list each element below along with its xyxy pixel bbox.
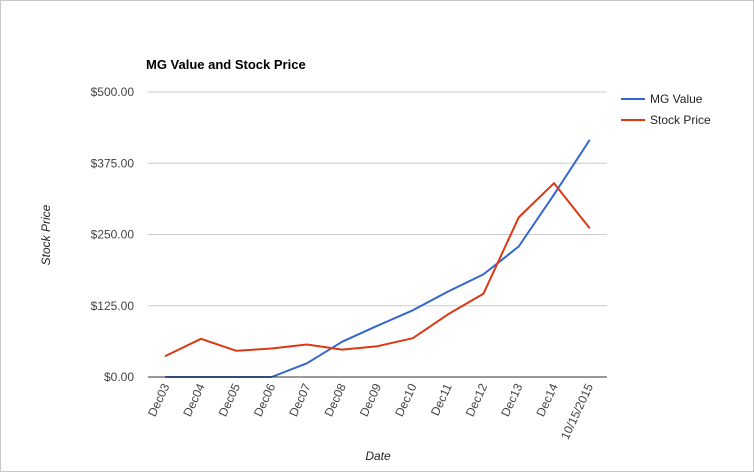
- y-tick-label: $125.00: [91, 299, 135, 313]
- y-tick-label: $250.00: [91, 228, 135, 242]
- x-axis-title: Date: [365, 449, 391, 463]
- y-tick-label: $500.00: [91, 85, 135, 99]
- y-tick-label: $0.00: [104, 370, 134, 384]
- y-axis-title: Stock Price: [39, 204, 53, 265]
- legend: MG Value Stock Price: [621, 92, 711, 127]
- y-tick-label: $375.00: [91, 156, 135, 170]
- chart-title: MG Value and Stock Price: [146, 57, 306, 72]
- legend-label: MG Value: [650, 92, 703, 106]
- legend-label: Stock Price: [650, 113, 711, 127]
- y-axis-ticks: $0.00 $125.00 $250.00 $375.00 $500.00: [91, 85, 135, 384]
- series-line: [164, 182, 591, 357]
- gridlines: [148, 91, 607, 307]
